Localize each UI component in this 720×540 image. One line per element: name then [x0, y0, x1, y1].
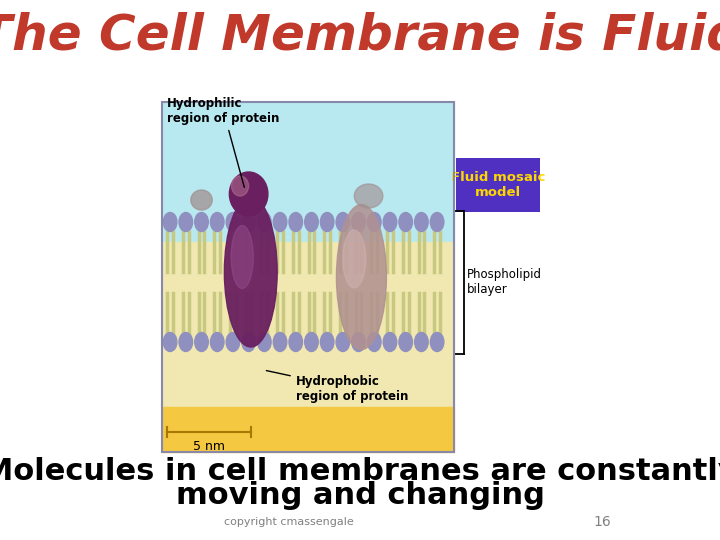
Ellipse shape — [415, 333, 428, 352]
Ellipse shape — [226, 213, 240, 232]
Ellipse shape — [320, 333, 334, 352]
Ellipse shape — [431, 213, 444, 232]
Text: 16: 16 — [594, 515, 611, 529]
Ellipse shape — [320, 213, 334, 232]
Ellipse shape — [352, 213, 365, 232]
Ellipse shape — [367, 213, 381, 232]
Ellipse shape — [289, 333, 302, 352]
Text: Hydrophilic
region of protein: Hydrophilic region of protein — [167, 97, 279, 187]
Ellipse shape — [163, 213, 177, 232]
Ellipse shape — [225, 197, 277, 347]
Bar — [161, 242, 454, 407]
Ellipse shape — [336, 333, 350, 352]
Ellipse shape — [194, 213, 208, 232]
Ellipse shape — [191, 190, 212, 210]
Ellipse shape — [163, 333, 177, 352]
Bar — [161, 407, 454, 452]
Ellipse shape — [343, 230, 366, 288]
Text: Molecules in cell membranes are constantly: Molecules in cell membranes are constant… — [0, 457, 720, 487]
Bar — [161, 102, 454, 242]
Text: The Cell Membrane is Fluid: The Cell Membrane is Fluid — [0, 11, 720, 59]
Ellipse shape — [230, 172, 268, 216]
Text: Hydrophobic
region of protein: Hydrophobic region of protein — [266, 370, 408, 403]
Bar — [161, 102, 454, 452]
Ellipse shape — [305, 333, 318, 352]
Ellipse shape — [210, 333, 224, 352]
Ellipse shape — [258, 213, 271, 232]
Ellipse shape — [289, 213, 302, 232]
Ellipse shape — [383, 333, 397, 352]
Ellipse shape — [415, 213, 428, 232]
Text: copyright cmassengale: copyright cmassengale — [224, 517, 354, 527]
Ellipse shape — [179, 213, 192, 232]
Ellipse shape — [242, 333, 256, 352]
FancyBboxPatch shape — [456, 158, 540, 212]
Ellipse shape — [232, 176, 248, 196]
Ellipse shape — [231, 226, 253, 288]
Ellipse shape — [399, 333, 413, 352]
Ellipse shape — [367, 333, 381, 352]
Text: Phospholipid
bilayer: Phospholipid bilayer — [467, 268, 542, 296]
Ellipse shape — [194, 333, 208, 352]
Text: moving and changing: moving and changing — [176, 482, 544, 510]
Ellipse shape — [242, 213, 256, 232]
Ellipse shape — [336, 205, 387, 349]
Text: Fluid mosaic
model: Fluid mosaic model — [451, 171, 545, 199]
Ellipse shape — [305, 213, 318, 232]
Ellipse shape — [226, 333, 240, 352]
Ellipse shape — [258, 333, 271, 352]
Ellipse shape — [210, 213, 224, 232]
Ellipse shape — [431, 333, 444, 352]
Text: 5 nm: 5 nm — [194, 440, 225, 453]
Ellipse shape — [354, 184, 383, 208]
Ellipse shape — [274, 333, 287, 352]
Ellipse shape — [383, 213, 397, 232]
Ellipse shape — [274, 213, 287, 232]
Ellipse shape — [336, 213, 350, 232]
Ellipse shape — [179, 333, 192, 352]
Ellipse shape — [399, 213, 413, 232]
Ellipse shape — [352, 333, 365, 352]
